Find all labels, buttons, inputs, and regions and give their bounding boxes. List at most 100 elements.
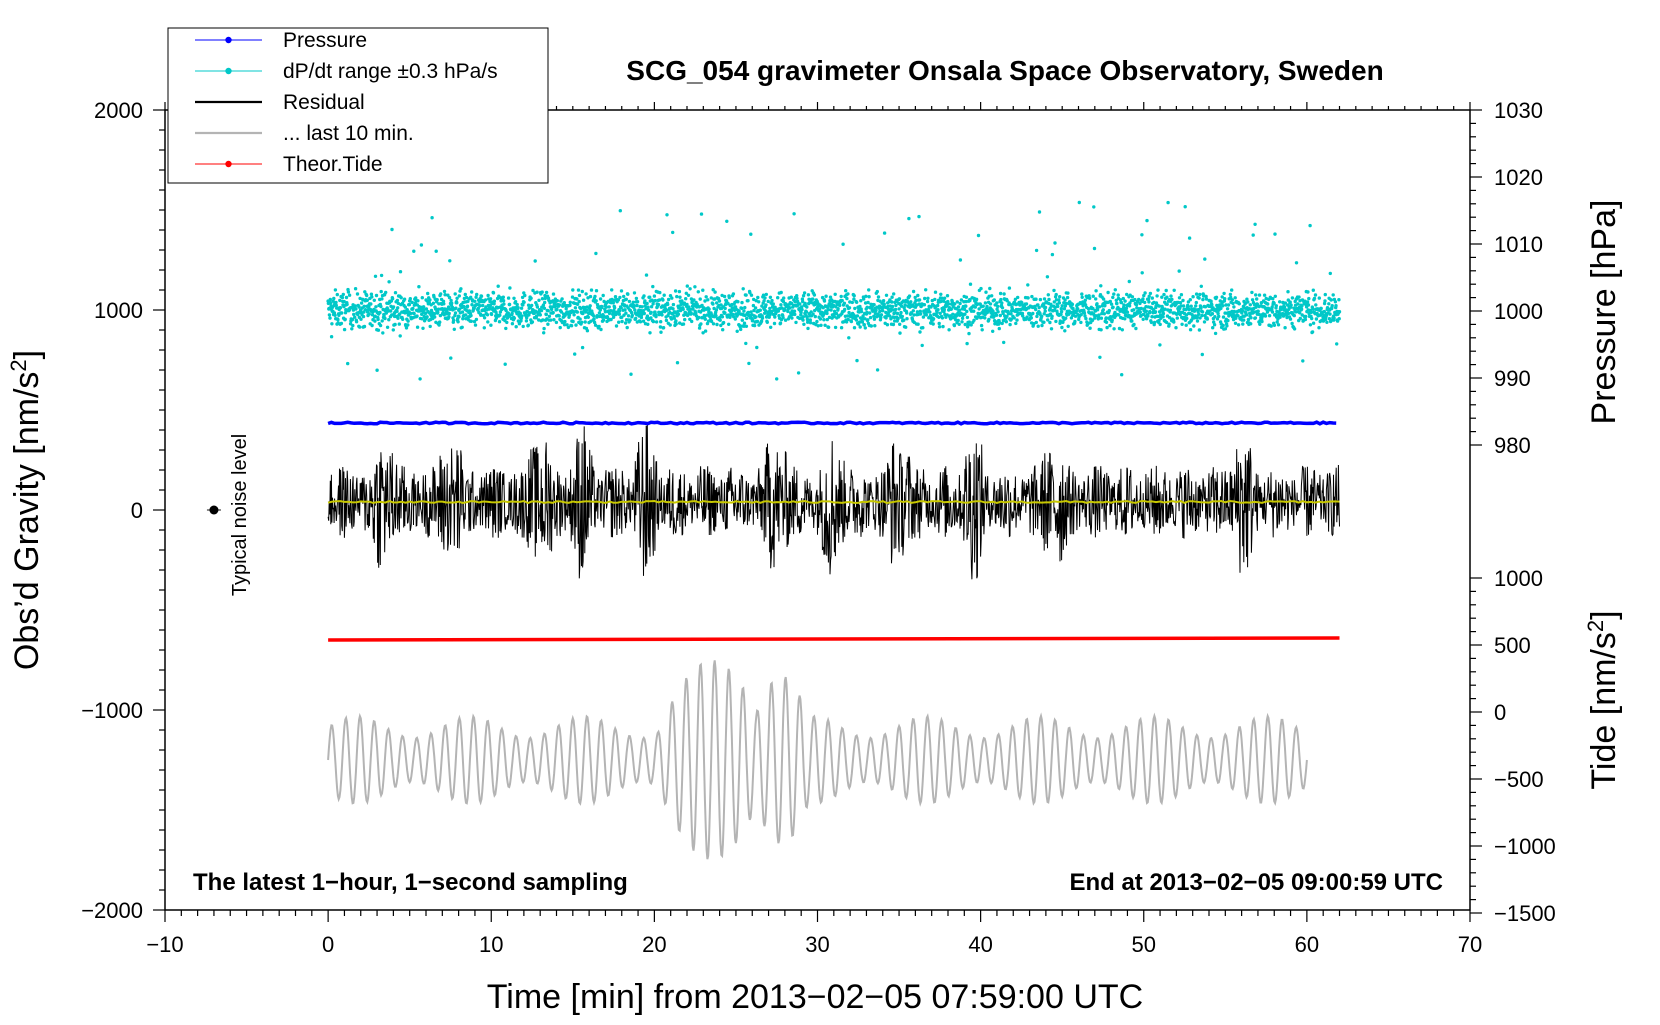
dpdt-point (752, 323, 757, 328)
dpdt-point (1147, 300, 1151, 304)
dpdt-point (543, 296, 547, 301)
dpdt-point (984, 290, 988, 294)
legend-box (167, 27, 549, 184)
dpdt-point (1198, 292, 1202, 297)
dpdt-point (569, 324, 574, 328)
dpdt-point (343, 317, 347, 321)
dpdt-point (972, 318, 976, 322)
dpdt-point (347, 293, 352, 297)
dpdt-point (507, 302, 512, 307)
dpdt-point (644, 273, 649, 277)
dpdt-point (581, 311, 585, 316)
dpdt-point (378, 310, 382, 315)
dpdt-point (826, 325, 831, 329)
dpdt-point (498, 313, 502, 317)
dpdt-point (699, 322, 703, 326)
dpdt-point (1139, 306, 1144, 311)
y-tick-tide-label: −1500 (1494, 901, 1556, 926)
dpdt-point (594, 299, 598, 303)
dpdt-point (987, 317, 991, 322)
dpdt-point (1070, 302, 1075, 307)
dpdt-point (635, 300, 640, 304)
dpdt-point (632, 304, 636, 308)
dpdt-point (848, 300, 852, 304)
dpdt-point (727, 322, 731, 326)
dpdt-point (1031, 311, 1035, 316)
dpdt-point (408, 297, 412, 301)
dpdt-point (1251, 233, 1255, 237)
dpdt-point (1212, 320, 1216, 324)
dpdt-point (823, 323, 827, 327)
dpdt-point (568, 303, 572, 307)
dpdt-point (362, 304, 366, 308)
noise-point (209, 505, 219, 515)
dpdt-point (997, 321, 1002, 325)
dpdt-point (1204, 297, 1209, 301)
dpdt-point (1273, 232, 1277, 236)
dpdt-point (1082, 311, 1087, 315)
dpdt-point (547, 314, 552, 318)
dpdt-point (1099, 328, 1103, 332)
dpdt-point (744, 341, 748, 346)
dpdt-point (1158, 343, 1162, 347)
dpdt-point (1194, 292, 1199, 296)
y-axis-pressure-title: Pressure [hPa] (1585, 200, 1623, 425)
dpdt-point (456, 320, 460, 324)
dpdt-point (432, 312, 437, 316)
dpdt-point (439, 292, 443, 296)
dpdt-point (867, 295, 871, 299)
dpdt-point (674, 322, 678, 326)
dpdt-point (443, 293, 447, 297)
dpdt-point (722, 294, 727, 299)
dpdt-point (742, 321, 747, 325)
dpdt-point (1322, 301, 1327, 306)
dpdt-point (1155, 294, 1159, 298)
dpdt-point (1099, 316, 1104, 320)
dpdt-point (577, 293, 582, 298)
dpdt-point (691, 307, 695, 311)
dpdt-point (451, 318, 456, 322)
dpdt-point (1231, 301, 1235, 306)
dpdt-point (801, 318, 805, 322)
dpdt-point (1317, 326, 1321, 330)
dpdt-point (466, 299, 470, 304)
dpdt-point (641, 309, 645, 313)
dpdt-point (1073, 314, 1078, 318)
dpdt-point (778, 321, 783, 325)
dpdt-point (861, 314, 865, 318)
dpdt-point (649, 310, 653, 315)
dpdt-point (882, 302, 886, 306)
dpdt-point (768, 295, 773, 299)
dpdt-point (694, 311, 698, 315)
dpdt-point (424, 307, 429, 311)
dpdt-point (1122, 303, 1126, 307)
dpdt-point (672, 316, 676, 320)
dpdt-point (1197, 328, 1202, 332)
dpdt-point (1042, 297, 1047, 301)
y-tick-left-label: 1000 (94, 298, 143, 323)
dpdt-point (1129, 316, 1133, 321)
dpdt-point (912, 313, 916, 317)
dpdt-point (359, 301, 364, 305)
dpdt-point (747, 361, 751, 366)
dpdt-point (474, 295, 478, 299)
dpdt-point (592, 317, 596, 321)
dpdt-point (1303, 317, 1308, 322)
dpdt-point (1162, 292, 1166, 297)
dpdt-point (422, 314, 426, 319)
dpdt-point (462, 304, 466, 309)
dpdt-point (1168, 316, 1172, 320)
x-tick-label: 10 (479, 932, 503, 957)
dpdt-point (373, 314, 377, 318)
dpdt-point (872, 314, 876, 318)
dpdt-point (610, 288, 614, 292)
dpdt-point (397, 322, 401, 326)
dpdt-point (1288, 317, 1293, 321)
dpdt-point (1191, 295, 1195, 299)
dpdt-point (1127, 304, 1132, 308)
dpdt-point (1242, 318, 1246, 322)
dpdt-point (968, 298, 972, 303)
dpdt-point (779, 303, 783, 307)
dpdt-point (411, 306, 415, 311)
dpdt-point (609, 317, 613, 322)
